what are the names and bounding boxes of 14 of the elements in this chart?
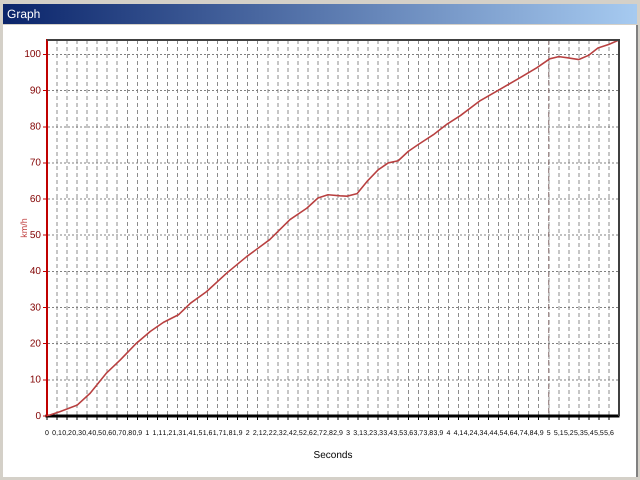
y-tick-label: 50 [30, 230, 42, 241]
chart-title: Graph [7, 7, 40, 21]
y-tick-label: 70 [30, 158, 42, 169]
y-tick-label: 10 [30, 374, 42, 386]
y-tick-label: 100 [24, 49, 42, 60]
y-tick-label: 60 [30, 194, 42, 205]
y-tick-label: 80 [30, 122, 42, 133]
y-tick-label: 30 [30, 302, 42, 314]
x-axis-title: Seconds [314, 450, 352, 461]
y-tick-label: 90 [30, 85, 42, 96]
y-tick-label: 0 [35, 410, 42, 422]
y-tick-label: 20 [30, 338, 42, 350]
y-axis-title: km/h [18, 218, 29, 238]
y-tick-label: 40 [30, 266, 42, 278]
